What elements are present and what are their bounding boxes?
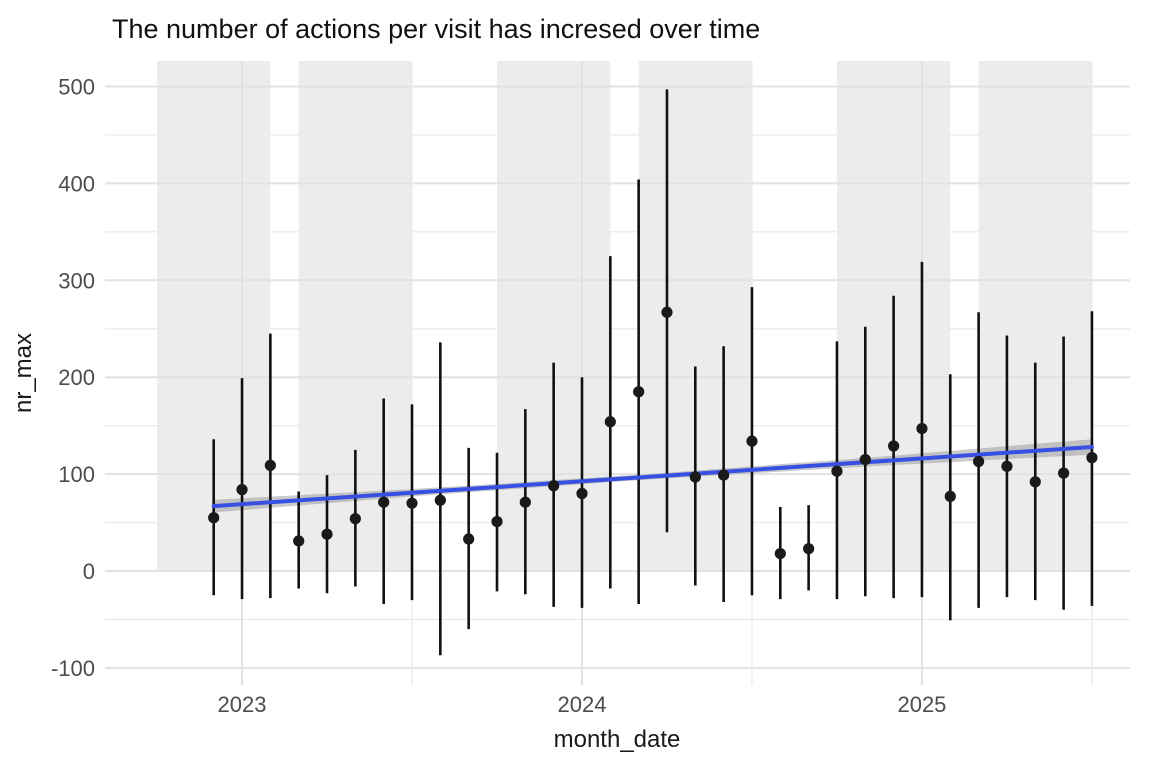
data-point [944, 490, 956, 502]
data-point [689, 471, 701, 483]
data-point [774, 547, 786, 560]
y-axis-title: nr_max [10, 333, 37, 413]
x-tick-label: 2025 [897, 692, 946, 717]
data-point [548, 480, 560, 492]
data-point [916, 422, 928, 435]
data-point [973, 455, 985, 468]
y-tick-label: 500 [58, 75, 95, 100]
data-point [208, 512, 220, 524]
data-point [746, 435, 758, 447]
data-point [1058, 467, 1070, 479]
y-tick-label: 200 [58, 365, 95, 390]
y-tick-label: 400 [58, 171, 95, 196]
y-tick-label: 300 [58, 268, 95, 293]
data-point [434, 494, 446, 506]
data-point [1029, 476, 1041, 488]
data-point [378, 496, 390, 508]
chart-title: The number of actions per visit has incr… [112, 14, 760, 44]
data-point [236, 484, 248, 496]
y-tick-label: 100 [58, 462, 95, 487]
x-tick-label: 2024 [558, 692, 607, 717]
x-tick-label: 2023 [218, 692, 267, 717]
data-point [576, 487, 588, 500]
data-point [264, 459, 276, 471]
trend-line [211, 444, 1094, 509]
data-point [661, 306, 673, 318]
trend-line-layer [211, 444, 1094, 509]
x-axis-title: month_date [554, 726, 681, 753]
data-point [1086, 452, 1098, 464]
data-point [491, 515, 503, 528]
data-point [321, 528, 333, 540]
data-point [293, 535, 305, 547]
data-point [1001, 460, 1013, 472]
y-tick-label: 0 [83, 559, 95, 584]
data-points-layer [208, 306, 1098, 560]
axis-tick-labels-layer: -100 0 100 200 300 400 500 2023 2024 2025 [51, 75, 946, 718]
data-point [406, 497, 418, 509]
data-point [633, 386, 645, 398]
data-point [349, 513, 361, 525]
gridlines-layer [105, 61, 1130, 685]
data-point [604, 416, 616, 428]
data-point [888, 440, 900, 452]
data-point [519, 496, 531, 508]
data-point [718, 469, 730, 481]
y-tick-label: -100 [51, 656, 95, 681]
data-point [463, 533, 475, 545]
data-point [859, 453, 871, 466]
data-point [831, 465, 843, 477]
data-point [803, 543, 815, 555]
